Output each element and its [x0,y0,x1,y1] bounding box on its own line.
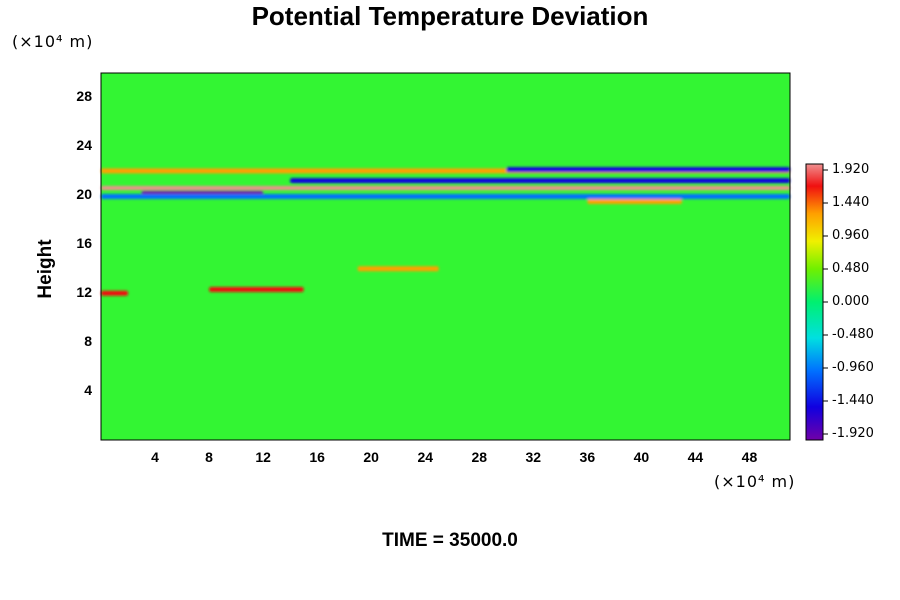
colorbar-label: 0.480 [832,261,870,276]
heatmap-feature [290,178,790,184]
colorbar-label: 1.920 [832,162,870,177]
heatmap-feature [101,194,790,200]
heatmap-feature [506,167,790,173]
x-tick-label: 4 [151,449,159,465]
colorbar-label: -1.920 [832,426,874,441]
heatmap-feature [101,290,129,296]
x-tick-label: 8 [205,449,213,465]
x-tick-label: 32 [525,449,542,465]
colorbar-label: 0.960 [832,228,870,243]
y-axis-unit: (×10⁴ m) [12,32,94,51]
heatmap-feature [587,198,682,204]
colorbar [805,163,824,441]
y-tick-label: 28 [76,88,92,105]
heatmap-feature [209,287,304,293]
x-tick-label: 28 [471,449,488,465]
colorbar-label: 0.000 [832,294,870,309]
y-tick-label: 16 [76,235,92,252]
colorbar-label: -0.480 [832,327,874,342]
x-tick-label: 12 [255,449,271,465]
x-tick-label: 16 [309,449,325,465]
y-tick-label: 12 [76,284,92,301]
y-tick-label: 20 [76,186,92,203]
heatmap-feature [101,185,790,190]
colorbar-label: -1.440 [832,393,874,408]
x-tick-label: 24 [417,449,434,465]
chart-title: Potential Temperature Deviation [251,1,649,31]
x-tick-label: 40 [633,449,650,465]
y-tick-label: 24 [76,137,92,154]
heatmap-feature [141,190,264,195]
x-tick-label: 48 [741,449,758,465]
colorbar-label: 1.440 [832,195,870,210]
colorbar-label: -0.960 [832,360,874,375]
x-tick-label: 20 [363,449,379,465]
y-tick-label: 8 [84,333,92,350]
x-axis-unit: (×10⁴ m) [714,472,796,491]
x-tick-label: 44 [687,449,704,465]
y-tick-label: 4 [84,382,92,399]
x-tick-label: 36 [579,449,596,465]
time-label: TIME = 35000.0 [382,530,518,551]
heatmap-feature [357,266,439,272]
